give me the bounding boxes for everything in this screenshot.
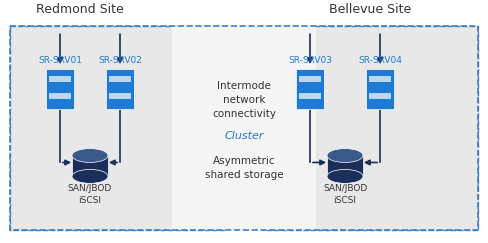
- FancyBboxPatch shape: [369, 93, 391, 99]
- Text: SR-SRV02: SR-SRV02: [98, 56, 142, 65]
- FancyBboxPatch shape: [369, 76, 391, 82]
- Text: SR-SRV01: SR-SRV01: [38, 56, 82, 65]
- FancyBboxPatch shape: [296, 69, 324, 109]
- Ellipse shape: [327, 169, 363, 183]
- FancyBboxPatch shape: [10, 26, 225, 230]
- Text: SAN/JBOD
iSCSI: SAN/JBOD iSCSI: [68, 184, 112, 205]
- Text: Cluster: Cluster: [224, 131, 264, 141]
- Ellipse shape: [327, 148, 363, 163]
- FancyBboxPatch shape: [109, 93, 131, 99]
- FancyBboxPatch shape: [172, 26, 316, 230]
- FancyBboxPatch shape: [366, 69, 394, 109]
- FancyBboxPatch shape: [106, 69, 134, 109]
- Polygon shape: [72, 156, 108, 176]
- FancyBboxPatch shape: [46, 69, 74, 109]
- FancyBboxPatch shape: [49, 76, 71, 82]
- FancyBboxPatch shape: [49, 93, 71, 99]
- FancyBboxPatch shape: [263, 26, 478, 230]
- FancyBboxPatch shape: [299, 93, 321, 99]
- Text: SAN/JBOD
iSCSI: SAN/JBOD iSCSI: [323, 184, 367, 205]
- Ellipse shape: [72, 169, 108, 183]
- Polygon shape: [327, 156, 363, 176]
- Ellipse shape: [72, 148, 108, 163]
- FancyBboxPatch shape: [109, 76, 131, 82]
- Text: Asymmetric
shared storage: Asymmetric shared storage: [204, 156, 284, 180]
- Text: Intermode
network
connectivity: Intermode network connectivity: [212, 81, 276, 119]
- Text: SR-SRV03: SR-SRV03: [288, 56, 332, 65]
- Text: Redmond Site: Redmond Site: [36, 3, 124, 16]
- Text: Bellevue Site: Bellevue Site: [329, 3, 411, 16]
- FancyBboxPatch shape: [299, 76, 321, 82]
- Text: SR-SRV04: SR-SRV04: [358, 56, 402, 65]
